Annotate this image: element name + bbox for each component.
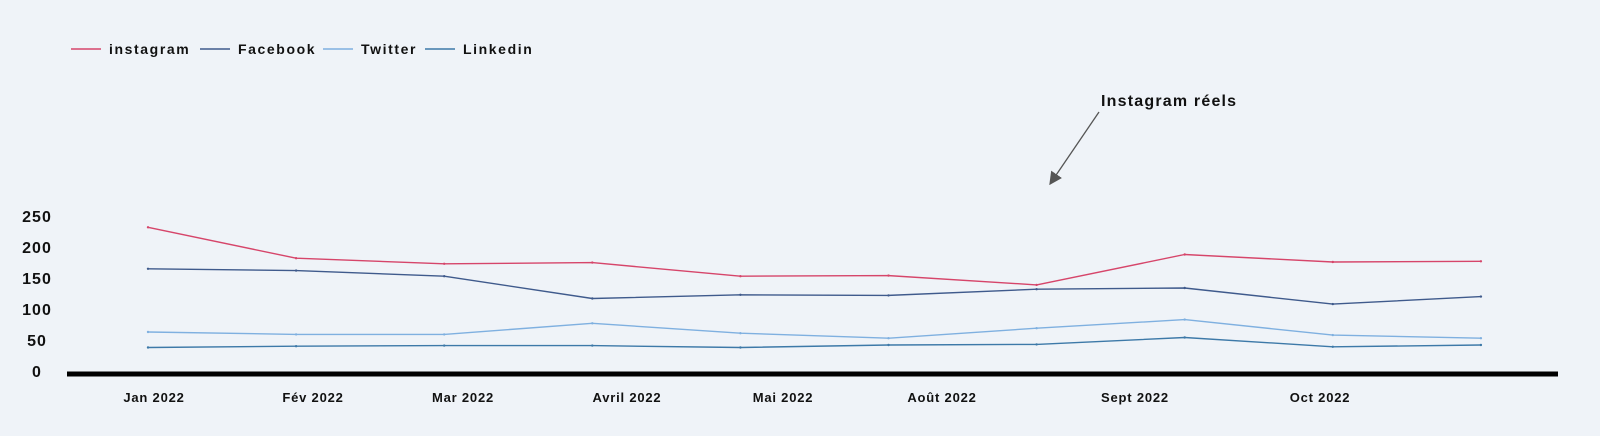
data-point bbox=[591, 322, 594, 325]
x-tick-label: Jan 2022 bbox=[123, 390, 184, 405]
x-tick-label: Sept 2022 bbox=[1101, 390, 1169, 405]
data-point bbox=[591, 297, 594, 300]
data-point bbox=[146, 267, 150, 270]
data-point bbox=[1331, 333, 1335, 337]
data-point bbox=[1479, 260, 1483, 263]
data-point bbox=[1035, 283, 1038, 287]
y-tick-label: 200 bbox=[22, 240, 52, 257]
x-axis: Jan 2022 Fév 2022 Mar 2022 Avril 2022 Mai 20… bbox=[123, 390, 1351, 405]
data-point bbox=[443, 344, 446, 347]
legend-label: Linkedin bbox=[463, 41, 533, 57]
series-facebook bbox=[146, 267, 1483, 306]
data-point bbox=[591, 261, 594, 264]
series-twitter bbox=[146, 318, 1483, 340]
data-point bbox=[1331, 345, 1335, 348]
x-tick-label: Mar 2022 bbox=[432, 390, 494, 405]
legend: instagram Facebook Twitter Linkedin bbox=[71, 41, 533, 57]
data-point bbox=[591, 344, 594, 347]
y-axis: 0 50 100 150 200 250 bbox=[22, 209, 52, 381]
data-point bbox=[146, 330, 150, 334]
annotations: Instagram réels bbox=[1049, 93, 1237, 186]
data-point bbox=[1183, 286, 1186, 290]
series-line bbox=[147, 268, 1481, 305]
series-line bbox=[147, 336, 1481, 349]
data-point bbox=[739, 332, 742, 335]
data-point bbox=[1479, 295, 1483, 298]
legend-item-twitter: Twitter bbox=[323, 41, 417, 57]
data-point bbox=[1183, 253, 1186, 256]
data-point bbox=[1035, 327, 1038, 330]
legend-item-instagram: instagram bbox=[71, 41, 190, 57]
data-point bbox=[739, 275, 742, 278]
data-point bbox=[294, 345, 298, 348]
data-point bbox=[1183, 318, 1186, 321]
series-linkedin bbox=[146, 336, 1483, 349]
legend-label: Twitter bbox=[361, 41, 417, 57]
data-point bbox=[294, 257, 298, 260]
annotation-arrow bbox=[1049, 111, 1100, 186]
x-tick-label: Fév 2022 bbox=[282, 390, 343, 405]
legend-item-facebook: Facebook bbox=[200, 41, 316, 57]
x-tick-label: Avril 2022 bbox=[593, 390, 662, 405]
legend-label: instagram bbox=[109, 41, 190, 57]
data-point bbox=[887, 294, 890, 297]
data-point bbox=[739, 346, 742, 349]
data-point bbox=[294, 333, 298, 336]
data-point bbox=[1479, 337, 1483, 340]
data-point bbox=[1035, 288, 1038, 291]
y-tick-label: 0 bbox=[32, 364, 42, 381]
data-point bbox=[443, 262, 446, 265]
series-line bbox=[147, 318, 1481, 339]
annotation: Instagram réels bbox=[1049, 93, 1237, 186]
data-point bbox=[146, 346, 150, 349]
data-point bbox=[887, 274, 890, 277]
series-instagram bbox=[146, 226, 1483, 287]
x-tick-label: Oct 2022 bbox=[1290, 390, 1351, 405]
data-point bbox=[1331, 302, 1335, 306]
y-tick-label: 150 bbox=[22, 271, 52, 288]
legend-label: Facebook bbox=[238, 41, 316, 57]
data-point bbox=[443, 333, 446, 336]
data-point bbox=[887, 343, 890, 347]
series-line bbox=[147, 226, 1481, 286]
y-tick-label: 50 bbox=[27, 333, 47, 350]
data-point bbox=[887, 337, 890, 340]
series-layer bbox=[146, 226, 1483, 349]
data-point bbox=[1331, 260, 1335, 264]
annotation-text: Instagram réels bbox=[1101, 93, 1237, 110]
legend-item-linkedin: Linkedin bbox=[425, 41, 533, 57]
data-point bbox=[1479, 343, 1483, 347]
data-point bbox=[294, 269, 298, 272]
x-tick-label: Août 2022 bbox=[907, 390, 976, 405]
x-tick-label: Mai 2022 bbox=[753, 390, 814, 405]
data-point bbox=[1035, 343, 1038, 346]
y-tick-label: 250 bbox=[22, 209, 52, 226]
data-point bbox=[146, 226, 150, 229]
y-tick-label: 100 bbox=[22, 302, 52, 319]
data-point bbox=[1183, 336, 1186, 339]
data-point bbox=[739, 293, 742, 296]
data-point bbox=[443, 275, 446, 278]
